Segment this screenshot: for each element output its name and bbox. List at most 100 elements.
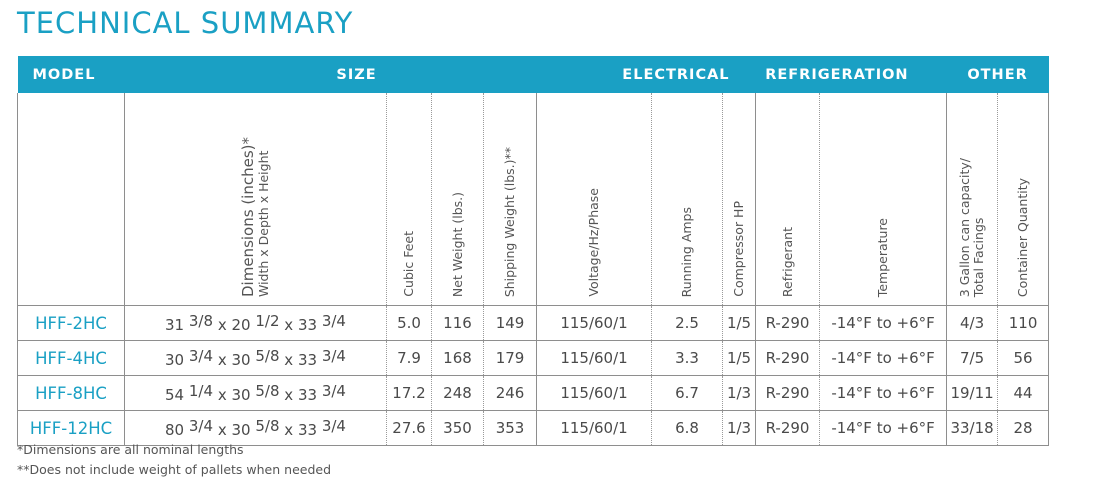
group-header-model: MODEL [17,56,125,93]
subheader-temperature: Temperature [819,93,947,306]
dimension-fraction: 5/8 [255,347,280,365]
refrigerant-cell: R-290 [755,375,820,411]
running-amps-cell: 3.3 [651,340,723,376]
cubic-feet-cell: 27.6 [386,410,432,446]
net-weight-cell: 350 [431,410,484,446]
dimensions-cell: 30 3/4 x 30 5/8 x 33 3/4 [124,340,387,376]
compressor-hp-cell: 1/5 [722,340,756,376]
compressor-hp-label: Compressor HP [731,201,747,297]
dimension-fraction: 3/4 [321,347,346,365]
dimension-fraction: 5/8 [255,417,280,435]
container-quantity-cell: 44 [997,375,1050,411]
dimension-value: x [217,316,227,334]
container-quantity-cell: 56 [997,340,1050,376]
subheader-cubic-feet: Cubic Feet [386,93,432,306]
subheader-compressor-hp: Compressor HP [722,93,756,306]
dimension-value: 30 [231,386,251,404]
subheader-dimensions: Dimensions (inches)* Width x Depth x Hei… [124,93,387,306]
capacity-cell: 7/5 [946,340,998,376]
dimensions-cell: 54 1/4 x 30 5/8 x 33 3/4 [124,375,387,411]
dimension-value: 31 [165,316,185,334]
subheader-row: Dimensions (inches)* Width x Depth x Hei… [17,93,1050,306]
dimension-fraction: 3/4 [321,382,346,400]
model-cell: HFF-2HC [17,305,125,341]
compressor-hp-cell: 1/3 [722,375,756,411]
temperature-label: Temperature [875,217,891,297]
subheader-model-blank [17,93,125,306]
footnote-shipping-weight: **Does not include weight of pallets whe… [17,462,332,477]
subheader-shipping-weight: Shipping Weight (lbs.)** [482,93,537,306]
table-row: HFF-2HC 31 3/8 x 20 1/2 x 33 3/4 5.0 116 149… [17,305,1050,341]
dimension-fraction: 3/4 [321,417,346,435]
dimension-value: x [284,421,294,439]
table-row: HFF-8HC 54 1/4 x 30 5/8 x 33 3/4 17.2 248 24… [17,375,1050,411]
dimension-value: x [284,351,294,369]
container-quantity-cell: 28 [997,410,1050,446]
model-cell: HFF-8HC [17,375,125,411]
subheader-voltage: Voltage/Hz/Phase [536,93,652,306]
shipping-weight-cell: 246 [482,375,537,411]
temperature-cell: -14°F to +6°F [819,375,947,411]
net-weight-label: Net Weight (lbs.) [449,191,465,297]
page-title: TECHNICAL SUMMARY [17,6,354,40]
group-header-other: OTHER [946,56,1049,93]
container-quantity-label: Container Quantity [1015,177,1031,297]
dimension-value: 54 [165,386,185,404]
compressor-hp-cell: 1/3 [722,410,756,446]
shipping-weight-cell: 149 [482,305,537,341]
dimension-fraction: 1/2 [255,312,280,330]
net-weight-cell: 168 [431,340,484,376]
compressor-hp-cell: 1/5 [722,305,756,341]
refrigerant-cell: R-290 [755,410,820,446]
table-row: HFF-12HC 80 3/4 x 30 5/8 x 33 3/4 27.6 350 3… [17,410,1050,446]
dimension-value: 33 [297,351,318,369]
dimensions-label: Dimensions (inches)* [238,137,257,297]
temperature-cell: -14°F to +6°F [819,340,947,376]
data-rows: HFF-2HC 31 3/8 x 20 1/2 x 33 3/4 5.0 116 149… [17,305,1050,446]
running-amps-label: Running Amps [679,206,695,297]
temperature-cell: -14°F to +6°F [819,305,947,341]
cubic-feet-cell: 17.2 [386,375,432,411]
shipping-weight-cell: 353 [482,410,537,446]
shipping-weight-label: Shipping Weight (lbs.)** [502,146,517,297]
dimension-value: x [217,386,227,404]
dimension-value: 33 [297,421,318,439]
voltage-label: Voltage/Hz/Phase [586,188,602,297]
group-header-row: MODEL SIZE ELECTRICAL REFRIGERATION OTHE… [17,56,1049,93]
cubic-feet-cell: 5.0 [386,305,432,341]
voltage-cell: 115/60/1 [536,375,652,411]
dimension-value: x [217,421,227,439]
dimension-fraction: 3/4 [188,347,214,365]
group-header-size: SIZE [124,56,537,93]
model-cell: HFF-12HC [17,410,125,446]
dimension-value: 30 [231,351,251,369]
subheader-container-quantity: Container Quantity [997,93,1050,306]
voltage-cell: 115/60/1 [536,410,652,446]
running-amps-cell: 6.7 [651,375,723,411]
refrigerant-cell: R-290 [755,340,820,376]
dimension-value: x [284,386,294,404]
dimensions-sublabel: Width x Depth x Height [255,150,271,297]
dimension-value: 20 [231,316,251,334]
group-header-refrigeration: REFRIGERATION [755,56,947,93]
dimension-value: 33 [297,316,318,334]
subheader-capacity: 3 Gallon can capacity/ Total Facings [946,93,998,306]
subheader-net-weight: Net Weight (lbs.) [431,93,484,306]
dimensions-cell: 31 3/8 x 20 1/2 x 33 3/4 [124,305,387,341]
subheader-refrigerant: Refrigerant [755,93,820,306]
dimension-fraction: 3/8 [188,312,214,330]
dimensions-cell: 80 3/4 x 30 5/8 x 33 3/4 [124,410,387,446]
capacity-cell: 19/11 [946,375,998,411]
dimension-value: 30 [231,421,251,439]
dimension-value: 33 [297,386,318,404]
container-quantity-cell: 110 [997,305,1050,341]
net-weight-cell: 116 [431,305,484,341]
running-amps-cell: 2.5 [651,305,723,341]
subheader-running-amps: Running Amps [651,93,723,306]
capacity-cell: 33/18 [946,410,998,446]
capacity-cell: 4/3 [946,305,998,341]
technical-summary-table: MODEL SIZE ELECTRICAL REFRIGERATION OTHE… [17,56,1050,446]
dimension-value: 80 [165,421,185,439]
voltage-cell: 115/60/1 [536,340,652,376]
cubic-feet-cell: 7.9 [386,340,432,376]
